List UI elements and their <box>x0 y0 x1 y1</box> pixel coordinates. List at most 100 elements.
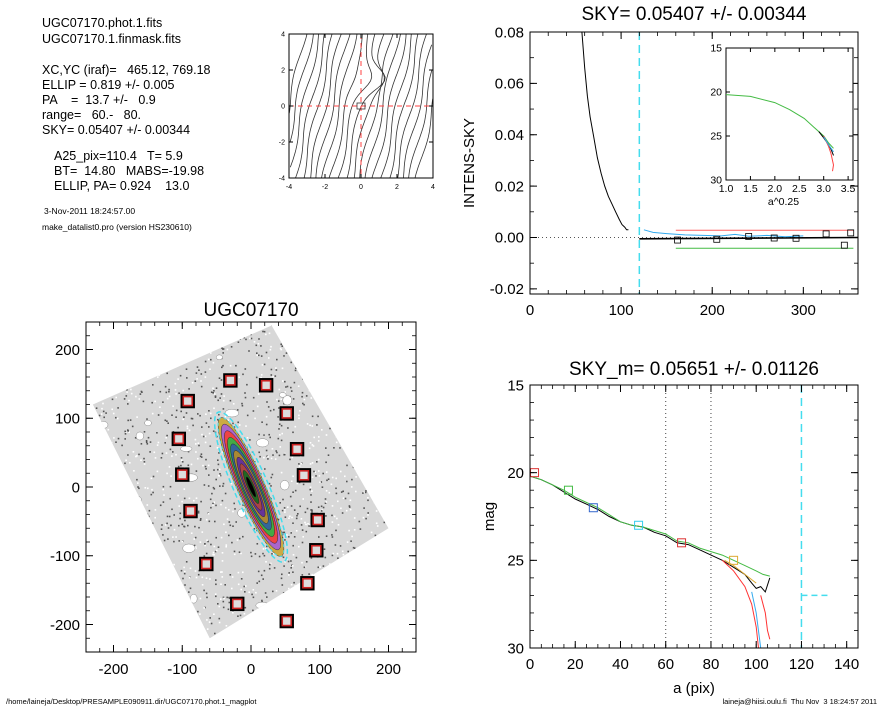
noise-speck <box>127 430 129 432</box>
noise-speck <box>93 627 95 630</box>
noise-speck <box>136 530 139 533</box>
noise-speck <box>282 498 284 501</box>
noise-speck <box>355 490 357 493</box>
noise-speck <box>207 485 210 487</box>
noise-speck <box>224 333 227 335</box>
noise-speck <box>308 639 310 641</box>
noise-speck <box>112 606 114 609</box>
mag-series-line <box>724 559 757 584</box>
noise-speck <box>290 390 293 392</box>
noise-speck <box>188 497 191 500</box>
noise-speck <box>403 442 405 444</box>
noise-speck <box>277 518 280 521</box>
noise-speck <box>159 390 162 393</box>
noise-speck <box>198 444 200 447</box>
noise-speck <box>355 418 357 421</box>
noise-speck <box>214 520 216 523</box>
noise-speck <box>336 552 339 555</box>
noise-speck <box>124 502 126 504</box>
noise-speck <box>112 598 114 600</box>
noise-speck <box>380 597 383 599</box>
noise-speck <box>147 563 150 566</box>
noise-speck <box>185 368 188 370</box>
noise-speck <box>290 560 292 562</box>
noise-speck <box>343 389 345 391</box>
image-x-tick-label: -100 <box>167 661 197 678</box>
noise-speck <box>272 552 275 555</box>
noise-speck <box>154 603 156 606</box>
noise-speck <box>93 365 96 367</box>
sky-box-outer <box>223 373 238 388</box>
noise-speck <box>184 325 187 326</box>
mag-series-line <box>760 595 771 640</box>
noise-speck <box>377 562 379 565</box>
noise-speck <box>175 536 177 538</box>
noise-speck <box>134 526 137 529</box>
noise-speck <box>111 456 114 458</box>
noise-speck <box>174 382 177 385</box>
noise-speck <box>228 521 231 523</box>
noise-speck <box>400 335 402 337</box>
noise-speck <box>117 632 120 634</box>
noise-speck <box>101 595 103 598</box>
noise-speck <box>288 517 290 519</box>
noise-speck <box>266 614 269 616</box>
noise-speck <box>385 600 387 602</box>
noise-speck <box>119 478 122 481</box>
noise-speck <box>349 573 352 575</box>
noise-speck <box>112 412 115 415</box>
noise-speck <box>280 600 282 603</box>
masked-blob <box>135 431 144 441</box>
noise-speck <box>335 435 338 438</box>
noise-speck <box>381 578 384 580</box>
noise-speck <box>308 525 310 527</box>
noise-speck <box>276 639 278 641</box>
noise-speck <box>121 334 124 336</box>
noise-speck <box>349 499 352 502</box>
noise-speck <box>87 502 89 504</box>
noise-speck <box>248 350 250 352</box>
noise-speck <box>313 344 315 346</box>
noise-speck <box>272 590 274 593</box>
noise-speck <box>105 641 107 643</box>
noise-speck <box>398 565 400 567</box>
noise-speck <box>379 542 382 545</box>
sky-y-tick-label: -0.02 <box>490 281 524 298</box>
noise-speck <box>212 392 214 394</box>
mag-series-line <box>529 475 771 593</box>
contour-x-tick-label: 0 <box>359 184 363 191</box>
noise-speck <box>157 441 160 444</box>
noise-speck <box>102 437 105 440</box>
noise-speck <box>399 637 401 639</box>
noise-speck <box>204 360 207 363</box>
noise-speck <box>367 550 370 553</box>
noise-speck <box>318 475 321 477</box>
noise-speck <box>203 484 206 486</box>
noise-speck <box>379 562 382 565</box>
noise-speck <box>373 637 375 639</box>
noise-speck <box>411 369 413 371</box>
noise-speck <box>258 555 261 558</box>
noise-speck <box>227 339 229 342</box>
noise-speck <box>214 550 217 553</box>
noise-speck <box>366 564 368 567</box>
noise-speck <box>310 328 313 330</box>
noise-speck <box>262 552 264 555</box>
noise-speck <box>114 357 117 360</box>
noise-speck <box>353 429 355 432</box>
noise-speck <box>394 543 396 545</box>
noise-speck <box>397 552 399 554</box>
noise-speck <box>402 487 404 489</box>
noise-speck <box>108 330 110 332</box>
noise-speck <box>260 376 262 379</box>
noise-speck <box>197 512 200 514</box>
noise-speck <box>221 571 223 573</box>
noise-speck <box>200 380 202 382</box>
noise-speck <box>182 348 184 350</box>
noise-speck <box>267 323 269 325</box>
noise-speck <box>209 368 211 370</box>
noise-speck <box>309 442 312 444</box>
noise-speck <box>348 555 350 558</box>
noise-speck <box>283 531 286 534</box>
noise-speck <box>316 628 318 631</box>
